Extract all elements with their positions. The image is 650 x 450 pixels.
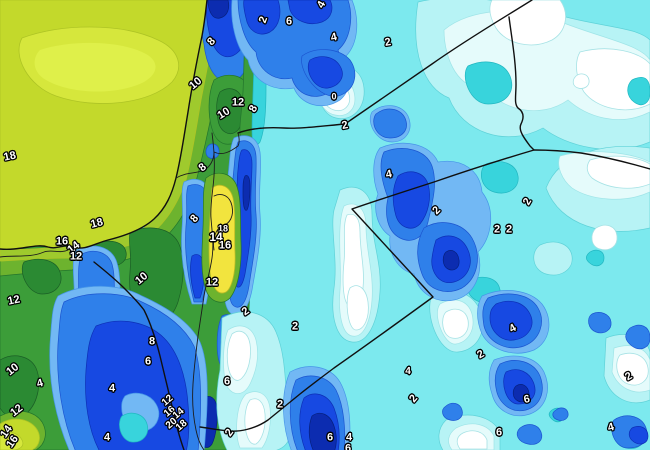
corner-warm-streaks — [0, 410, 46, 450]
contour-region — [489, 0, 566, 46]
coastline-detail — [0, 249, 69, 258]
centre-right-blue-cluster — [373, 142, 492, 302]
top-blue-cluster — [231, 0, 411, 143]
iraq-border — [508, 16, 535, 151]
east-south-border — [199, 149, 650, 432]
contour-region — [627, 77, 650, 106]
contour-region — [442, 402, 463, 421]
contour-region — [512, 384, 530, 403]
contour-region — [243, 0, 281, 35]
contour-region — [456, 430, 488, 450]
syria-border — [237, 0, 533, 134]
contour-region — [572, 73, 590, 89]
contour-region — [588, 312, 612, 334]
contour-region — [346, 285, 369, 331]
contour-region — [464, 61, 512, 105]
contour-region — [226, 330, 251, 381]
contour-region — [34, 42, 156, 92]
southwest-border — [93, 261, 185, 450]
contour-region — [625, 324, 650, 350]
jordan-valley-border — [192, 132, 215, 450]
contour-region — [287, 0, 333, 24]
contour-region — [552, 407, 569, 421]
coastline — [0, 0, 208, 251]
contour-region — [586, 249, 605, 267]
contour-region — [533, 241, 573, 276]
contour-region — [216, 88, 245, 134]
bottom-right-blue-cells — [442, 290, 650, 449]
north-borders — [175, 132, 240, 179]
contour-region — [244, 398, 266, 445]
contour-region — [480, 161, 519, 194]
contour-region — [373, 108, 407, 139]
contour-region — [442, 308, 469, 339]
contour-region — [208, 184, 236, 294]
contour-region — [119, 412, 149, 443]
contour-region — [628, 426, 649, 445]
contour-region — [21, 258, 62, 295]
contour-region — [205, 143, 220, 159]
contour-region — [489, 300, 533, 341]
contour-region — [591, 224, 618, 251]
contour-region — [442, 250, 460, 271]
contour-region — [207, 0, 230, 19]
contour-region — [242, 175, 251, 211]
contour-region — [307, 56, 343, 89]
left-blue-cells — [49, 245, 208, 450]
contour-region — [308, 412, 337, 450]
bottom-centre-blue-band — [283, 366, 351, 450]
sea-region — [0, 0, 208, 250]
contour-region — [516, 424, 543, 445]
contour-region — [85, 320, 190, 450]
west-bank-border — [213, 194, 233, 251]
contour-region — [190, 254, 205, 299]
contour-region — [616, 352, 649, 386]
